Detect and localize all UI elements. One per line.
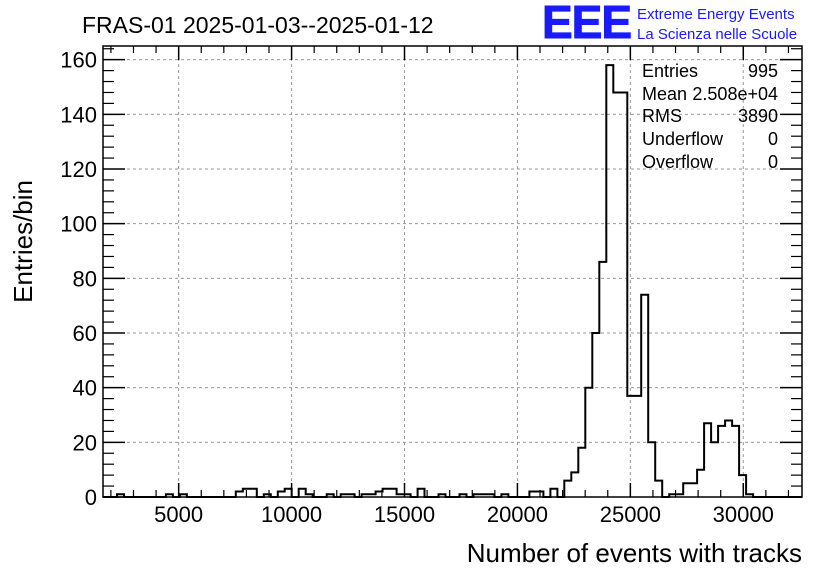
histogram-outline <box>103 64 802 498</box>
x-tick-label: 10000 <box>261 502 322 527</box>
stats-rms-value: 3890 <box>738 106 778 126</box>
stats-underflow-value: 0 <box>768 129 778 149</box>
y-tick-label: 60 <box>73 321 97 346</box>
stats-mean-label: Mean <box>642 84 687 104</box>
grid-lines <box>103 46 802 497</box>
x-tick-label: 30000 <box>713 502 774 527</box>
plot-frame <box>102 45 803 498</box>
stats-entries-value: 995 <box>748 61 778 81</box>
y-tick-label: 0 <box>85 485 97 510</box>
logo-line-1: Extreme Energy Events <box>637 6 795 23</box>
y-tick-label: 20 <box>73 430 97 455</box>
x-tick-label: 5000 <box>154 502 203 527</box>
y-tick-label: 120 <box>60 157 97 182</box>
eee-logo-mark: EEE <box>542 0 631 48</box>
y-tick-label: 100 <box>60 212 97 237</box>
stats-overflow-value: 0 <box>768 152 778 172</box>
axis-ticks <box>103 46 802 498</box>
stats-box: Entries 995 Mean 2.508e+04 RMS 3890 Unde… <box>642 61 778 172</box>
y-tick-label: 160 <box>60 48 97 73</box>
stats-underflow-label: Underflow <box>642 129 724 149</box>
logo-line-2: La Scienza nelle Scuole <box>637 26 797 43</box>
y-axis-label: Entries/bin <box>8 180 38 303</box>
y-tick-label: 40 <box>73 376 97 401</box>
y-tick-label: 80 <box>73 266 97 291</box>
stats-entries-label: Entries <box>642 61 698 81</box>
tick-labels: 5000 10000 15000 20000 25000 30000 0 20 40 60 80 10… <box>60 48 774 527</box>
x-tick-label: 20000 <box>487 502 548 527</box>
stats-mean-value: 2.508e+04 <box>692 84 778 104</box>
stats-rms-label: RMS <box>642 106 682 126</box>
x-axis-label: Number of events with tracks <box>467 538 802 568</box>
chart-title: FRAS-01 2025-01-03--2025-01-12 <box>82 12 434 38</box>
stats-overflow-label: Overflow <box>642 152 714 172</box>
eee-logo: EEE Extreme Energy Events La Scienza nel… <box>542 0 798 49</box>
y-tick-label: 140 <box>60 102 97 127</box>
x-tick-label: 25000 <box>600 502 661 527</box>
x-tick-label: 15000 <box>374 502 435 527</box>
